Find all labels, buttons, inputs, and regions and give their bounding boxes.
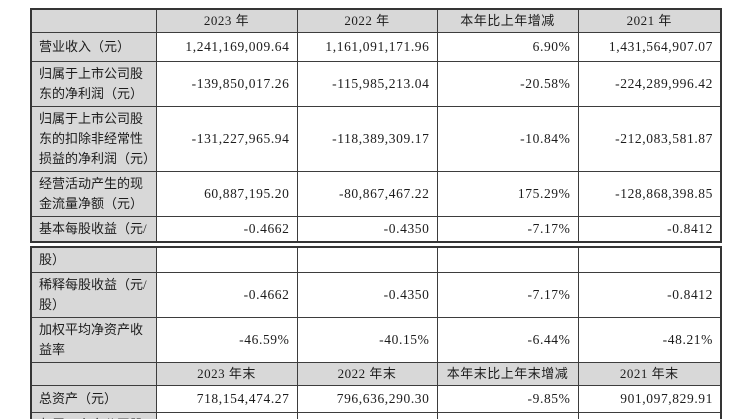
value-2022: -118,389,309.17 [296,106,438,172]
year-end-header-row: 2023 年末 2022 年末 本年末比上年末增减 2021 年末 [30,362,722,386]
value-2022: -0.4350 [296,216,438,243]
value-2022: -80,867,467.22 [296,171,438,217]
value-2022: -115,985,213.04 [296,61,438,107]
value-2023: -0.4662 [155,272,298,318]
value-2023 [155,246,298,273]
key-accounting-data-section: 2023 年 2022 年 本年比上年增减 2021 年 营业收入（元） 1,2… [30,8,722,419]
value-change: 6.90% [436,32,579,62]
value-change [436,246,579,273]
table-row-net-profit: 归属于上市公司股东的净利润（元） -139,850,017.26 -115,98… [30,61,722,107]
row-label: 总资产（元） [30,385,157,413]
row-label: 归属于上市公司股东的扣除非经常性损益的净利润（元） [30,106,157,172]
header-2022: 2022 年 [296,8,438,33]
header-blank-cell [30,362,157,386]
table-row-revenue: 营业收入（元） 1,241,169,009.64 1,161,091,171.9… [30,32,722,62]
value-2022: 796,636,290.30 [296,385,438,413]
header-2021-end: 2021 年末 [577,362,722,386]
value-2023: 427,564,880.41 [155,412,298,419]
value-change: -6.44% [436,317,579,363]
row-label: 归属于上市公司股东的净利润（元） [30,61,157,107]
value-2021: 350,592,065.57 [577,412,722,419]
value-2021: 1,431,564,907.07 [577,32,722,62]
row-label: 归属于上市公司股东的净资产（元） [30,412,157,419]
header-yoy-change: 本年比上年增减 [436,8,579,33]
table-row-operating-cash-flow: 经营活动产生的现金流量净额（元） 60,887,195.20 -80,867,4… [30,171,722,217]
value-2022: -40.15% [296,317,438,363]
value-change: -9.85% [436,385,579,413]
header-2023: 2023 年 [155,8,298,33]
value-change: -20.58% [436,61,579,107]
year-end-figures-table: 股） 稀释每股收益（元/股） -0.4662 -0.4350 -7.17% -0… [30,246,722,419]
value-2023: -46.59% [155,317,298,363]
row-label: 加权平均净资产收益率 [30,317,157,363]
value-2021: -0.8412 [577,272,722,318]
value-2021 [577,246,722,273]
value-change: 175.29% [436,171,579,217]
value-2023: -131,227,965.94 [155,106,298,172]
value-2022: -0.4350 [296,272,438,318]
header-2022-end: 2022 年末 [296,362,438,386]
value-change: -7.17% [436,272,579,318]
table-row-basic-eps-continued: 股） [30,246,722,273]
value-2021: -0.8412 [577,216,722,243]
header-2021: 2021 年 [577,8,722,33]
table-row-net-assets: 归属于上市公司股东的净资产（元） 427,564,880.41 228,071,… [30,412,722,419]
header-2023-end: 2023 年末 [155,362,298,386]
value-2022: 228,071,439.17 [296,412,438,419]
row-label: 经营活动产生的现金流量净额（元） [30,171,157,217]
value-2023: 60,887,195.20 [155,171,298,217]
value-2021: -212,083,581.87 [577,106,722,172]
value-2023: -139,850,017.26 [155,61,298,107]
value-2022: 1,161,091,171.96 [296,32,438,62]
row-label: 营业收入（元） [30,32,157,62]
value-change: -7.17% [436,216,579,243]
table-row-basic-eps: 基本每股收益（元/ -0.4662 -0.4350 -7.17% -0.8412 [30,216,722,243]
value-change: -10.84% [436,106,579,172]
value-2022 [296,246,438,273]
table-row-diluted-eps: 稀释每股收益（元/股） -0.4662 -0.4350 -7.17% -0.84… [30,272,722,318]
value-change: 87.47% [436,412,579,419]
table-row-net-profit-deducted: 归属于上市公司股东的扣除非经常性损益的净利润（元） -131,227,965.9… [30,106,722,172]
annual-header-row: 2023 年 2022 年 本年比上年增减 2021 年 [30,8,722,33]
value-2023: -0.4662 [155,216,298,243]
value-2021: -224,289,996.42 [577,61,722,107]
value-2021: 901,097,829.91 [577,385,722,413]
row-label: 基本每股收益（元/ [30,216,157,243]
table-row-total-assets: 总资产（元） 718,154,474.27 796,636,290.30 -9.… [30,385,722,413]
row-label: 股） [30,246,157,273]
value-2023: 1,241,169,009.64 [155,32,298,62]
header-blank-cell [30,8,157,33]
row-label: 稀释每股收益（元/股） [30,272,157,318]
annual-results-table: 2023 年 2022 年 本年比上年增减 2021 年 营业收入（元） 1,2… [30,8,722,243]
value-2021: -48.21% [577,317,722,363]
value-2021: -128,868,398.85 [577,171,722,217]
header-year-end-change: 本年末比上年末增减 [436,362,579,386]
table-row-weighted-avg-roe: 加权平均净资产收益率 -46.59% -40.15% -6.44% -48.21… [30,317,722,363]
value-2023: 718,154,474.27 [155,385,298,413]
